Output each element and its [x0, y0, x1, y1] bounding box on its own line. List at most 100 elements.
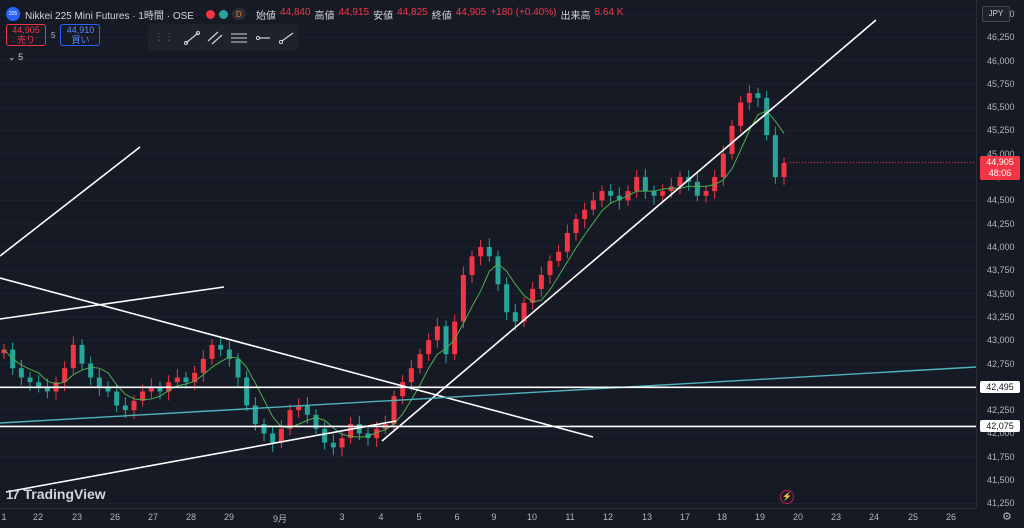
trend-line	[381, 19, 877, 442]
symbol-title[interactable]: Nikkei 225 Mini Futures · 1時間 · OSE	[25, 10, 194, 22]
candle-body	[417, 354, 423, 369]
candle-body	[469, 256, 475, 275]
volume-value: 8.64 K	[594, 6, 624, 18]
candle-body	[564, 233, 570, 252]
candle-body	[486, 247, 492, 257]
candle-body	[746, 93, 752, 103]
time-tick-label: 3	[339, 512, 345, 522]
data-status-icon	[218, 9, 228, 19]
time-tick-label: 24	[868, 512, 880, 522]
chevron-down-icon: ⌄	[8, 52, 16, 62]
candle-body	[521, 302, 527, 322]
candle-body	[183, 377, 189, 383]
trade-panel: 44,905 売り 5 44,910 買い	[6, 24, 101, 46]
level-price-badge[interactable]: 42,075	[980, 420, 1020, 433]
time-tick-label: 23	[71, 512, 83, 522]
candle-body	[599, 191, 605, 201]
price-tick-label: 45,500	[987, 102, 1015, 113]
candle-body	[738, 102, 744, 126]
high-value: 44,915	[338, 6, 370, 18]
time-tick-label: 26	[109, 512, 121, 522]
candle-body	[356, 424, 362, 434]
time-tick-label: 27	[147, 512, 159, 522]
close-label: 終値	[431, 10, 452, 22]
candle-body	[261, 424, 267, 434]
time-axis[interactable]: 1 22 23 26 27 28 29 9月 3 4 5 6 9 10 11 12 13 17 18 19 20 23 24…	[0, 508, 976, 528]
candle-body	[538, 274, 544, 289]
trend-line-tool-icon[interactable]	[180, 29, 204, 47]
horizontal-lines-tool-icon[interactable]	[227, 29, 251, 47]
price-tick-label: 42,000	[987, 428, 1015, 439]
delayed-data-tag[interactable]: D	[231, 8, 246, 20]
price-tick-label: 41,250	[987, 498, 1015, 509]
channel-line	[0, 366, 976, 424]
candle-body	[140, 391, 146, 401]
horizontal-ray-tool-icon[interactable]	[251, 29, 275, 47]
gear-icon[interactable]: ⚙	[1002, 511, 1012, 523]
candle-body	[408, 368, 414, 383]
candle-body	[504, 284, 510, 313]
candle-body	[547, 260, 553, 275]
trend-line	[5, 420, 397, 493]
price-tick-label: 44,500	[987, 195, 1015, 206]
candle-body	[36, 382, 42, 387]
level-price-badge[interactable]: 42,495	[980, 381, 1020, 394]
buy-button[interactable]: 44,910 買い	[60, 24, 101, 46]
candle-body	[452, 321, 458, 355]
candle-body	[157, 386, 163, 392]
tradingview-logo[interactable]: 17 TradingView	[6, 486, 106, 502]
sell-price: 44,905	[12, 25, 40, 35]
candle-body	[530, 288, 536, 303]
drag-handle-icon[interactable]: ⋮⋮	[154, 32, 174, 43]
parallel-channel-tool-icon[interactable]	[204, 29, 228, 47]
price-tick-label: 42,250	[987, 405, 1015, 416]
candle-body	[1, 349, 7, 354]
time-tick-label: 4	[378, 512, 384, 522]
drawing-toolbar: ⋮⋮	[148, 24, 298, 51]
candle-body	[244, 377, 250, 406]
candle-body	[374, 428, 380, 439]
candle-body	[634, 177, 640, 192]
close-value: 44,905	[455, 6, 487, 18]
candle-body	[18, 368, 24, 378]
ray-tool-icon[interactable]	[274, 29, 298, 47]
tradingview-logo-text: TradingView	[23, 486, 106, 502]
symbol-logo-icon: 225	[6, 7, 20, 21]
candle-body	[122, 405, 128, 411]
price-tick-label: 43,250	[987, 311, 1015, 322]
candle-body	[62, 368, 68, 383]
candle-body	[590, 200, 596, 210]
indicators-toggle[interactable]: ⌄ 5	[8, 52, 23, 63]
chart-plot-area[interactable]	[0, 0, 976, 508]
price-chart[interactable]	[0, 0, 976, 508]
price-tick-label: 41,500	[987, 475, 1015, 486]
buy-label: 買い	[71, 35, 90, 45]
candle-body	[287, 410, 293, 429]
time-tick-label: 29	[223, 512, 235, 522]
candle-body	[677, 177, 683, 187]
time-tick-label: 11	[565, 512, 575, 522]
candle-body	[313, 414, 319, 429]
sell-button[interactable]: 44,905 売り	[6, 24, 46, 46]
lightning-icon[interactable]: ⚡	[780, 490, 794, 504]
candle-body	[781, 163, 787, 178]
symbol-header: 225 Nikkei 225 Mini Futures · 1時間 · OSE …	[6, 6, 623, 22]
time-tick-label: 19	[754, 512, 766, 522]
candle-body	[443, 326, 449, 355]
candle-body	[209, 344, 215, 359]
time-tick-label: 5	[416, 512, 422, 522]
candle-body	[44, 386, 50, 392]
candle-body	[573, 219, 579, 234]
candle-body	[729, 125, 735, 154]
candle-body	[694, 181, 700, 196]
trend-line	[0, 286, 225, 320]
currency-selector[interactable]: JPY	[982, 6, 1010, 22]
time-tick-label: 20	[792, 512, 804, 522]
candle-body	[330, 442, 336, 448]
candle-body	[651, 191, 657, 196]
indicator-count: 5	[18, 52, 24, 62]
candle-body	[582, 209, 588, 220]
candle-body	[114, 391, 120, 406]
price-tick-label: 43,000	[987, 335, 1015, 346]
candle-body	[296, 405, 302, 411]
